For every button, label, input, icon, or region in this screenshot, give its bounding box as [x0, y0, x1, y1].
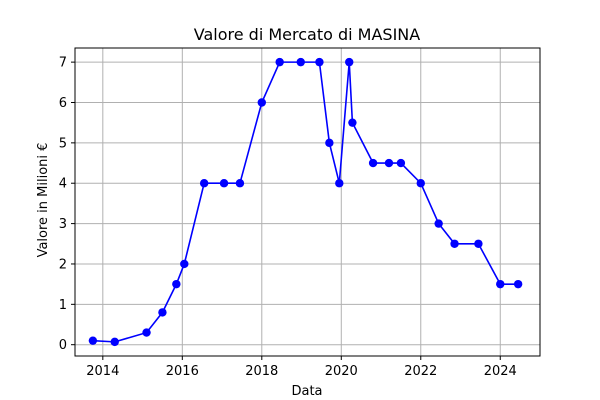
x-axis-label: Data — [291, 384, 322, 399]
x-tick-label: 2018 — [245, 364, 278, 379]
y-tick-label: 1 — [59, 298, 67, 313]
x-tick-label: 2022 — [404, 364, 437, 379]
y-tick-label: 2 — [59, 257, 67, 272]
series-layer — [88, 57, 523, 347]
data-point — [219, 179, 229, 188]
grid-lines — [75, 48, 540, 356]
data-point — [345, 57, 354, 67]
data-point — [434, 219, 443, 228]
y-tick-label: 4 — [59, 177, 67, 192]
data-point — [450, 239, 459, 248]
data-point — [335, 179, 344, 188]
y-tick-label: 7 — [59, 56, 67, 71]
data-point — [325, 138, 334, 148]
data-point — [315, 57, 324, 67]
data-point — [416, 179, 425, 188]
x-tick-label: 2024 — [484, 364, 517, 379]
data-point — [88, 336, 98, 345]
x-tick-label: 2014 — [86, 364, 119, 379]
data-point — [110, 337, 119, 347]
data-point — [296, 57, 305, 67]
chart-title: Valore di Mercato di MASINA — [194, 25, 420, 44]
x-tick-label: 2020 — [325, 364, 358, 379]
data-point — [199, 179, 209, 188]
data-point — [496, 279, 505, 289]
data-point — [158, 308, 167, 317]
data-point — [180, 259, 189, 269]
data-point — [474, 239, 483, 248]
data-point — [142, 328, 151, 337]
axes: 2014 2016 2018 2020 2022 2024 0 1 2 3 4 5 6 7 — [59, 47, 541, 379]
data-point — [235, 179, 245, 188]
y-tick-label: 0 — [59, 338, 67, 353]
series-line — [92, 61, 519, 343]
data-point — [172, 279, 181, 289]
data-point — [257, 98, 266, 107]
y-tick-label: 6 — [59, 96, 67, 111]
data-point — [368, 158, 378, 168]
y-tick-label: 5 — [59, 136, 67, 151]
plot-frame — [74, 47, 541, 357]
y-tick-label: 3 — [59, 217, 67, 232]
data-point — [275, 57, 284, 67]
y-axis-label: Valore in Milioni € — [36, 143, 51, 258]
data-point — [384, 158, 394, 168]
data-point — [396, 158, 406, 168]
data-point — [513, 279, 523, 289]
x-tick-label: 2016 — [166, 364, 199, 379]
data-point — [348, 118, 357, 127]
